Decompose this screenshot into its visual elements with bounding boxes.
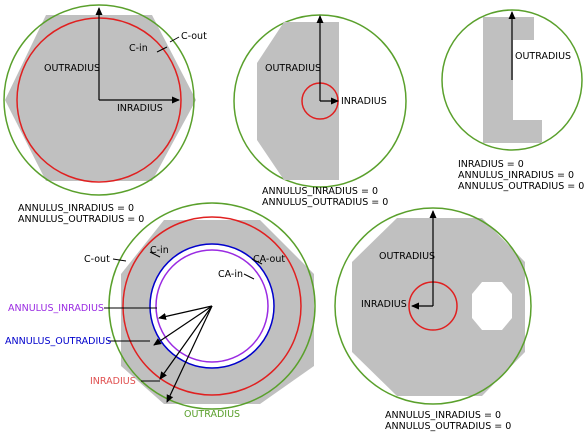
outer-circle xyxy=(334,207,532,405)
octagon-shape xyxy=(352,218,525,396)
inradius-label: INRADIUS xyxy=(90,376,136,387)
annulus-inradius-value: ANNULUS_INRADIUS = 0 xyxy=(458,170,574,181)
cut-octagon-shape xyxy=(257,22,339,180)
annulus-outradius-value: ANNULUS_OUTRADIUS = 0 xyxy=(385,421,511,432)
annulus-inradius-label: ANNULUS_INRADIUS xyxy=(8,303,104,314)
c-out-leader xyxy=(112,258,127,262)
hexagon-shape xyxy=(5,15,196,181)
outradius-label: OUTRADIUS xyxy=(515,51,571,62)
c-in-label: C-in xyxy=(129,43,148,54)
inner-circle-c-in xyxy=(122,216,302,396)
annulus-inradius-value: ANNULUS_INRADIUS = 0 xyxy=(385,410,501,421)
outer-circle-c-out xyxy=(108,202,316,410)
outer-circle-c-out xyxy=(3,4,195,196)
annulus-outradius-value: ANNULUS_OUTRADIUS = 0 xyxy=(18,214,144,225)
ca-in-leader xyxy=(243,273,255,280)
ca-in-label: CA-in xyxy=(218,269,243,280)
c-in-leader xyxy=(156,46,168,53)
c-out-label: C-out xyxy=(84,254,110,265)
inradius-label: INRADIUS xyxy=(117,103,163,114)
annulus-outradius-label: ANNULUS_OUTRADIUS xyxy=(5,336,111,347)
c-in-leader xyxy=(149,251,161,258)
c-in-label: C-in xyxy=(150,245,169,256)
c-out-label: C-out xyxy=(181,31,207,42)
c-out-leader xyxy=(169,36,180,43)
outradius-arrow xyxy=(166,305,213,403)
octagon-hole xyxy=(472,282,512,330)
panel-annulus: C-out C-in CA-out CA-in ANNULUS_INRADIUS… xyxy=(5,202,316,420)
annulus-outradius-arrow xyxy=(153,305,213,346)
annulus-outradius-value: ANNULUS_OUTRADIUS = 0 xyxy=(458,181,584,192)
panel-cut-octagon: OUTRADIUS INRADIUS ANNULUS_INRADIUS = 0 … xyxy=(233,14,407,208)
ca-out-label: CA-out xyxy=(253,254,285,265)
annulus-outradius-value: ANNULUS_OUTRADIUS = 0 xyxy=(262,197,388,208)
inradius-label: INRADIUS xyxy=(361,299,407,310)
panel-hexagon: C-out C-in OUTRADIUS INRADIUS ANNULUS_IN… xyxy=(3,4,207,225)
annulus-inradius-value: ANNULUS_INRADIUS = 0 xyxy=(262,186,378,197)
panel-l-shape: OUTRADIUS INRADIUS = 0 ANNULUS_INRADIUS … xyxy=(441,9,584,192)
ca-out-leader xyxy=(251,258,263,265)
outradius-label: OUTRADIUS xyxy=(44,63,100,74)
inradius-value: INRADIUS = 0 xyxy=(458,159,524,170)
panel-octagon-hole: OUTRADIUS INRADIUS ANNULUS_INRADIUS = 0 … xyxy=(334,207,532,432)
outradius-label: OUTRADIUS xyxy=(184,409,240,420)
outradius-label: OUTRADIUS xyxy=(379,251,435,262)
inradius-arrow xyxy=(159,305,213,380)
annulus-inner-circle-ca-in xyxy=(155,249,269,363)
annulus-inradius-value: ANNULUS_INRADIUS = 0 xyxy=(18,203,134,214)
annulus-inradius-arrow xyxy=(158,305,213,320)
inradius-label: INRADIUS xyxy=(341,96,387,107)
outradius-label: OUTRADIUS xyxy=(265,63,321,74)
